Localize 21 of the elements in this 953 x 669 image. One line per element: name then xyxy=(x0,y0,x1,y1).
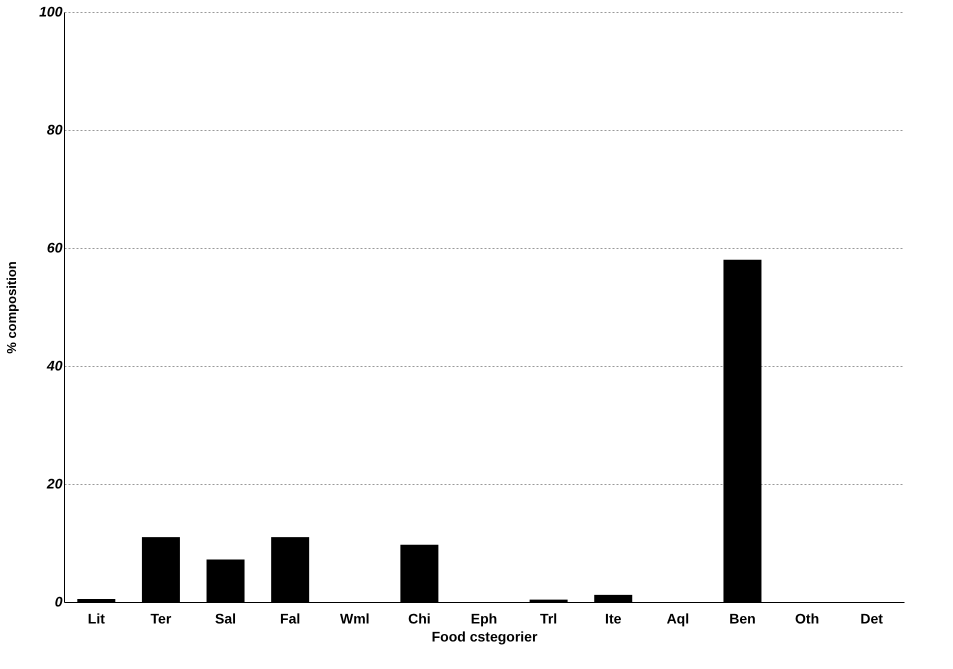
y-tick-label: 0 xyxy=(54,594,63,610)
x-tick-label: Oth xyxy=(795,610,820,626)
x-tick-label: Lit xyxy=(88,610,106,626)
x-tick-label: Trl xyxy=(540,610,558,626)
x-tick-label: Wml xyxy=(340,610,370,626)
y-tick-label: 40 xyxy=(46,358,63,374)
x-tick-label: Fal xyxy=(280,610,300,626)
x-tick-label: Ite xyxy=(605,610,622,626)
y-tick-label: 20 xyxy=(46,476,63,492)
x-tick-label: Chi xyxy=(408,610,431,626)
x-tick-label: Ter xyxy=(150,610,172,626)
y-axis-title: % composition xyxy=(4,261,20,354)
y-tick-label: 80 xyxy=(46,122,63,138)
x-tick-label: Sal xyxy=(215,610,236,626)
x-tick-label: Aql xyxy=(666,610,690,626)
y-tick-label: 60 xyxy=(46,240,63,256)
x-tick-label: Det xyxy=(860,610,884,626)
x-tick-label: Eph xyxy=(470,610,498,626)
x-tick-label: Ben xyxy=(729,610,756,626)
y-tick-label: 100 xyxy=(39,4,63,20)
x-axis-title: Food cstegorier xyxy=(432,628,538,644)
